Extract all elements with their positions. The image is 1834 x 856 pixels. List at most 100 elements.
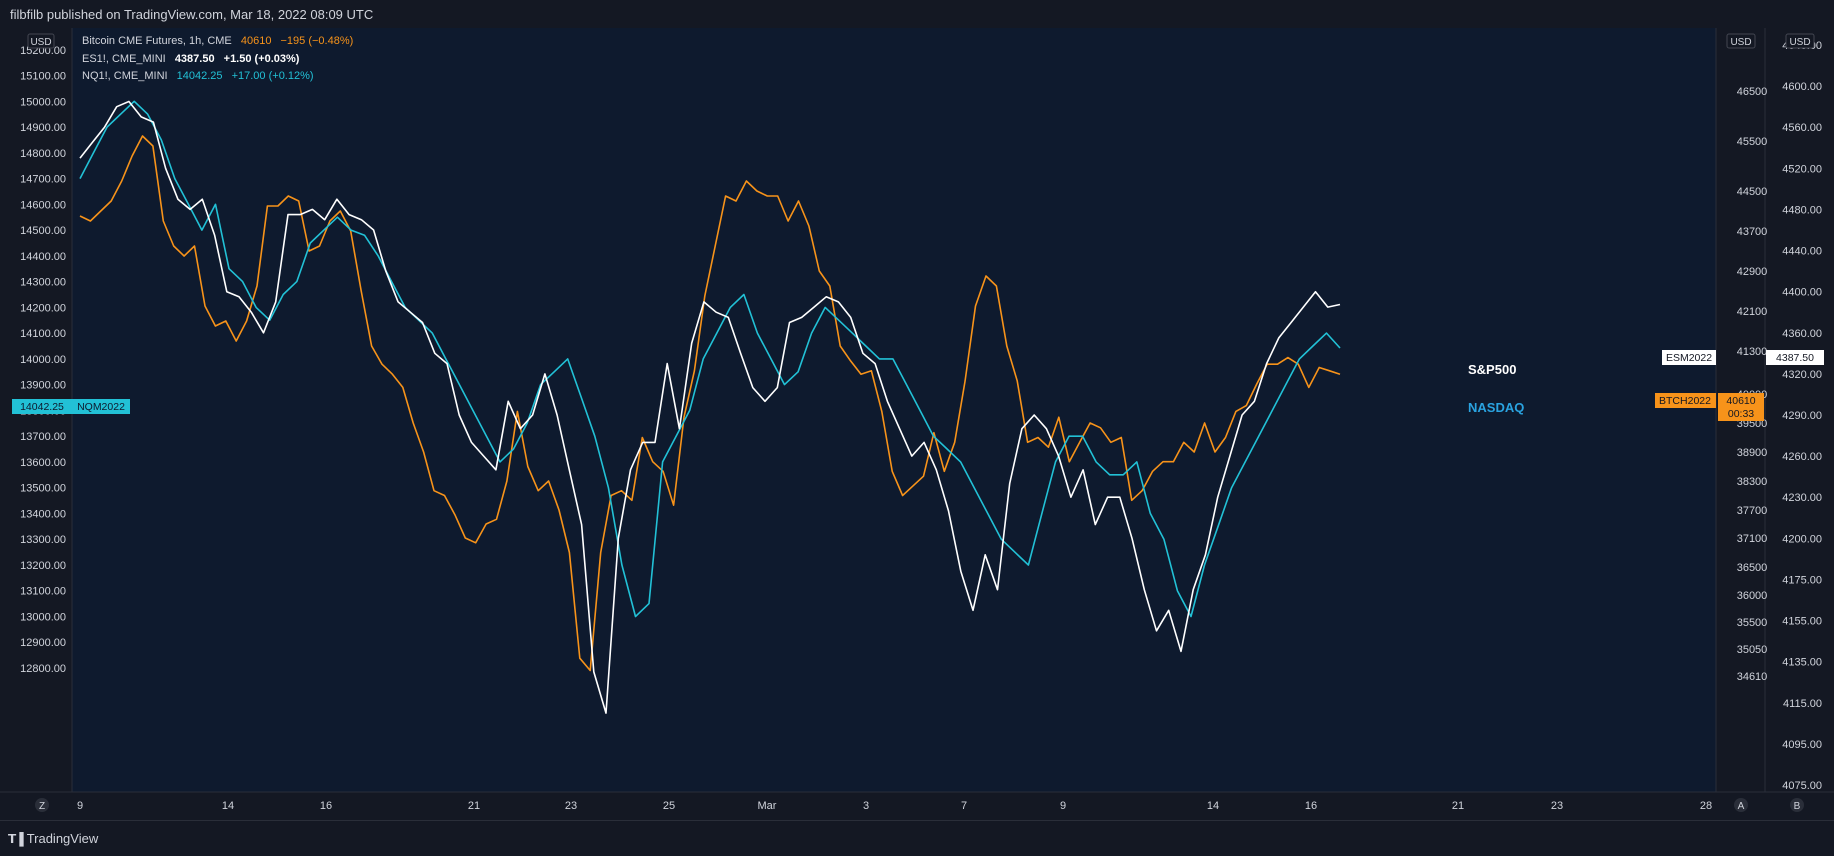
series-line-left_nq [79,100,1341,618]
chart-area[interactable]: 15300.0015200.0015100.0015000.0014900.00… [0,28,1834,820]
mid-axis-tick: 37700 [1737,505,1768,517]
mid-axis-tick: 44500 [1737,186,1768,198]
mid-axis-tick: 34610 [1737,671,1768,683]
legend-btc[interactable]: Bitcoin CME Futures, 1h, CME 40610 −195 … [82,35,353,47]
time-axis-tick: 14 [222,800,234,812]
right-axis-tick: 4600.00 [1782,81,1822,93]
mid-axis-tick: 37100 [1737,533,1768,545]
annotation-nasdaq: NASDAQ [1468,400,1524,415]
mid-axis-tick: 36000 [1737,590,1768,602]
plot-background [72,28,1716,792]
right-axis-tick: 4075.00 [1782,780,1822,792]
left-axis-tick: 12800.00 [20,663,66,675]
tradingview-brand: TradingView [26,831,99,846]
right-axis-tick: 4155.00 [1782,616,1822,628]
mid-axis-tick: 43700 [1737,226,1768,238]
series-line-mid_btc [79,135,1341,672]
auto-scale-button[interactable]: A [1734,798,1748,812]
left-unit-button[interactable]: USD [27,33,55,49]
left-axis-tick: 14900.00 [20,122,66,134]
right-unit-button[interactable]: USD [1785,33,1815,49]
legend-nq[interactable]: NQ1!, CME_MINI 14042.25 +17.00 (+0.12%) [82,70,314,82]
legend-nq-name: NQ1!, CME_MINI [82,70,168,82]
left-axis-tick: 13600.00 [20,457,66,469]
mid-axis-tick: 45500 [1737,136,1768,148]
right-axis-tick: 4440.00 [1782,246,1822,258]
right-axis-tick: 4320.00 [1782,369,1822,381]
time-axis-tick: 3 [863,800,869,812]
right-axis-tick: 4230.00 [1782,492,1822,504]
left-axis-tick: 13900.00 [20,380,66,392]
legend-btc-name: Bitcoin CME Futures, 1h, CME [82,35,232,47]
right-axis-tick: 4260.00 [1782,451,1822,463]
legend-es-name: ES1!, CME_MINI [82,53,166,65]
mid-axis-tick: 35500 [1737,617,1768,629]
right-axis-tick: 4520.00 [1782,163,1822,175]
right-axis-tick: 4480.00 [1782,204,1822,216]
publisher-text: filbfilb published on TradingView.com, M… [10,7,374,22]
es-price-label: ESM2022 4387.50 [1662,350,1824,365]
mid-axis-tick: 46500 [1737,86,1768,98]
left-unit-label: USD [30,37,51,48]
legend-es[interactable]: ES1!, CME_MINI 4387.50 +1.50 (+0.03%) [82,53,300,65]
legend-btc-change: −195 (−0.48%) [281,35,354,47]
left-axis-tick: 13400.00 [20,508,66,520]
series-line-right_es [79,100,1341,714]
tradingview-logo-icon: 𝗧▐ [8,831,24,846]
time-axis-tick: 21 [1452,800,1464,812]
series-lines [79,100,1341,714]
left-axis-tick: 15000.00 [20,96,66,108]
scale-mode-button[interactable]: B [1790,798,1804,812]
mid-axis-tick: 38300 [1737,476,1768,488]
left-axis-tick: 14500.00 [20,225,66,237]
auto-scale-button-label: A [1738,801,1745,812]
left-axis-tick: 14100.00 [20,328,66,340]
es-symbol-label: ESM2022 [1666,352,1712,364]
time-axis-tick: 25 [663,800,675,812]
timezone-button-label: Z [39,801,45,812]
mid-unit-button[interactable]: USD [1726,33,1756,49]
left-axis-tick: 14400.00 [20,251,66,263]
left-axis-tick: 14600.00 [20,199,66,211]
time-axis-tick: 16 [320,800,332,812]
nq-price-label: 14042.25 NQM2022 [12,399,130,414]
btc-price-label: BTCH2022 40610 00:33 [1655,393,1764,421]
right-axis-tick: 4360.00 [1782,328,1822,340]
left-axis-tick: 13500.00 [20,483,66,495]
left-axis-tick: 13300.00 [20,534,66,546]
mid-axis-tick: 36500 [1737,562,1768,574]
mid-axis-tick: 38900 [1737,447,1768,459]
tradingview-logo[interactable]: 𝗧▐ TradingView [8,831,98,846]
right-axis-tick: 4095.00 [1782,739,1822,751]
time-axis-tick: 28 [1700,800,1712,812]
left-axis-tick: 14800.00 [20,148,66,160]
btc-symbol-label: BTCH2022 [1659,395,1711,407]
left-axis-tick: 15100.00 [20,71,66,83]
mid-axis-tick: 35050 [1737,644,1768,656]
footer-bar: 𝗧▐ TradingView [0,820,1834,856]
right-unit-label: USD [1789,37,1810,48]
left-axis-tick: 13000.00 [20,611,66,623]
right-axis-tick: 4115.00 [1783,698,1822,710]
nq-price-value: 14042.25 [20,401,64,413]
right-axis-tick: 4200.00 [1782,533,1822,545]
time-axis-tick: 23 [1551,800,1563,812]
axis-ticks: 15300.0015200.0015100.0015000.0014900.00… [20,28,1822,812]
publisher-bar: filbfilb published on TradingView.com, M… [0,0,1834,29]
left-axis-tick: 13700.00 [20,431,66,443]
right-axis-tick: 4400.00 [1782,287,1822,299]
timezone-button[interactable]: Z [35,798,49,812]
left-axis-tick: 13200.00 [20,560,66,572]
right-axis-tick: 4135.00 [1782,657,1822,669]
right-axis-tick: 4175.00 [1782,574,1822,586]
right-axis-tick: 4290.00 [1782,410,1822,422]
left-axis-tick: 15300.00 [20,28,66,31]
time-axis-tick: 9 [1060,800,1066,812]
scale-mode-button-label: B [1794,801,1801,812]
left-axis-tick: 12900.00 [20,637,66,649]
legend-nq-change: +17.00 (+0.12%) [232,70,314,82]
legend-es-change: +1.50 (+0.03%) [224,53,300,65]
time-axis-tick: Mar [758,800,777,812]
left-axis-tick: 14200.00 [20,302,66,314]
left-axis-tick: 14000.00 [20,354,66,366]
